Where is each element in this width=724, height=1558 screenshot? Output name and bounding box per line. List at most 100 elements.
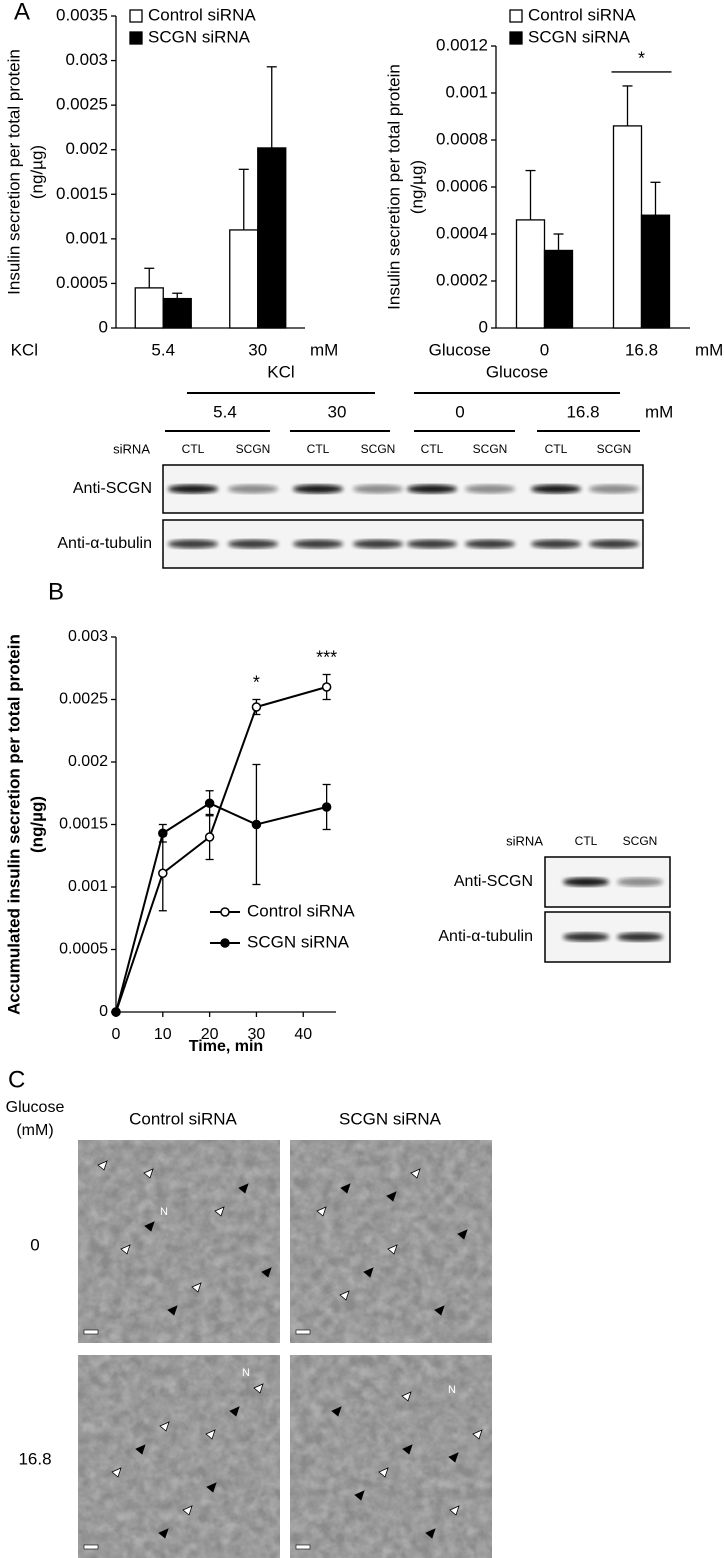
y-tick-label: 0.0015: [56, 184, 108, 203]
error-bar: [622, 85, 633, 126]
blot-band: [353, 484, 403, 494]
bar: [612, 125, 643, 329]
error-bar: [553, 233, 564, 251]
group-label: Glucose: [486, 362, 548, 381]
em-texture: [290, 1140, 492, 1343]
arrowhead: [425, 1528, 436, 1539]
arrowhead: [354, 1490, 365, 1501]
arrowhead: [158, 1528, 169, 1539]
image-label: N: [448, 1384, 456, 1396]
arrowhead: [316, 1206, 327, 1217]
y-tick-label: 0.001: [445, 82, 488, 101]
blot-band: [168, 484, 218, 494]
column-label: Control siRNA: [129, 1109, 237, 1128]
unit-label: mM: [645, 402, 673, 421]
row-label: Anti-α-tubulin: [438, 928, 533, 945]
marker: [158, 868, 168, 878]
y-tick-label: 0.0025: [59, 691, 108, 708]
column-label: SCGN siRNA: [339, 1109, 442, 1128]
arrowhead: [238, 1183, 249, 1194]
arrowhead: [449, 1505, 460, 1516]
y-tick-label: 0.0005: [59, 941, 108, 958]
y-tick-label: 0: [479, 317, 488, 336]
blot-band: [531, 539, 581, 549]
blot-band: [228, 484, 278, 494]
arrowhead: [97, 1160, 108, 1171]
legend-swatch: [129, 9, 143, 23]
arrowhead: [387, 1244, 398, 1255]
y-tick-label: 0.0012: [436, 35, 488, 54]
y-axis-label: Insulin secretion per total protein: [4, 49, 23, 295]
x-axis-label: Glucose: [429, 340, 491, 359]
legend-marker: [220, 907, 230, 917]
x-axis-label: Time, min: [189, 1038, 263, 1055]
arrowhead: [410, 1168, 421, 1179]
arrowhead: [253, 1383, 264, 1394]
x-tick-label: 5.4: [151, 340, 175, 359]
lane-label: SCGN: [597, 442, 632, 456]
em-texture: [78, 1140, 280, 1343]
x-axis-unit: mM: [310, 340, 338, 359]
blot-band: [465, 539, 515, 549]
legend-label: Control siRNA: [528, 5, 636, 24]
legend-marker: [220, 938, 230, 948]
arrowhead: [340, 1183, 351, 1194]
y-tick-label: 0.001: [68, 878, 108, 895]
marker: [251, 702, 262, 712]
error-bar: [144, 267, 155, 288]
error-bar: [650, 181, 661, 216]
scale-bar: [83, 1329, 99, 1335]
arrowhead: [182, 1505, 193, 1516]
em-texture: [78, 1355, 280, 1558]
arrowhead: [434, 1305, 445, 1316]
marker: [204, 798, 215, 808]
y-axis-label: (ng/µg): [27, 796, 46, 853]
error-bar: [266, 66, 277, 148]
lane-label: SCGN: [473, 442, 508, 456]
lane-label: CTL: [307, 442, 330, 456]
arrowhead: [135, 1444, 146, 1455]
x-axis-unit: mM: [695, 340, 723, 359]
lane-label: SCGN: [361, 442, 396, 456]
row-label: Anti-α-tubulin: [57, 535, 152, 552]
scale-bar: [295, 1544, 311, 1550]
marker: [251, 819, 262, 830]
y-axis-label: Insulin secretion per total protein: [384, 64, 403, 310]
annotation: *: [253, 672, 260, 692]
arrowhead: [401, 1391, 412, 1402]
lane-label: CTL: [421, 442, 444, 456]
blot-band: [563, 932, 609, 942]
x-tick-label: 30: [248, 340, 267, 359]
y-tick-label: 0.003: [65, 50, 108, 69]
blot-band: [617, 877, 663, 887]
row-label: 16.8: [18, 1449, 51, 1468]
condition-label: 5.4: [213, 402, 237, 421]
y-tick-label: 0.0005: [56, 273, 108, 292]
arrowhead: [386, 1191, 397, 1202]
blot-band: [531, 484, 581, 494]
blot-band: [407, 484, 457, 494]
blot-band: [293, 539, 343, 549]
marker: [321, 802, 332, 812]
y-tick-label: 0: [99, 317, 108, 336]
scale-bar: [83, 1544, 99, 1550]
row-label: Anti-SCGN: [73, 480, 152, 497]
panel-label: B: [48, 578, 64, 605]
bar: [134, 287, 164, 329]
lane-label: CTL: [182, 442, 205, 456]
x-tick-label: 0: [540, 340, 549, 359]
image-label: N: [242, 1367, 250, 1379]
lane-header: siRNA: [506, 833, 543, 848]
arrowhead: [331, 1406, 342, 1417]
arrowhead: [378, 1467, 389, 1478]
legend-swatch: [129, 31, 143, 45]
em-texture: [290, 1355, 492, 1558]
blot-band: [353, 539, 403, 549]
condition-label: 16.8: [566, 402, 599, 421]
bar: [162, 297, 192, 329]
arrowhead: [363, 1267, 374, 1278]
arrowhead: [339, 1290, 350, 1301]
condition-label: 0: [455, 402, 464, 421]
row-label: 0: [30, 1235, 39, 1254]
